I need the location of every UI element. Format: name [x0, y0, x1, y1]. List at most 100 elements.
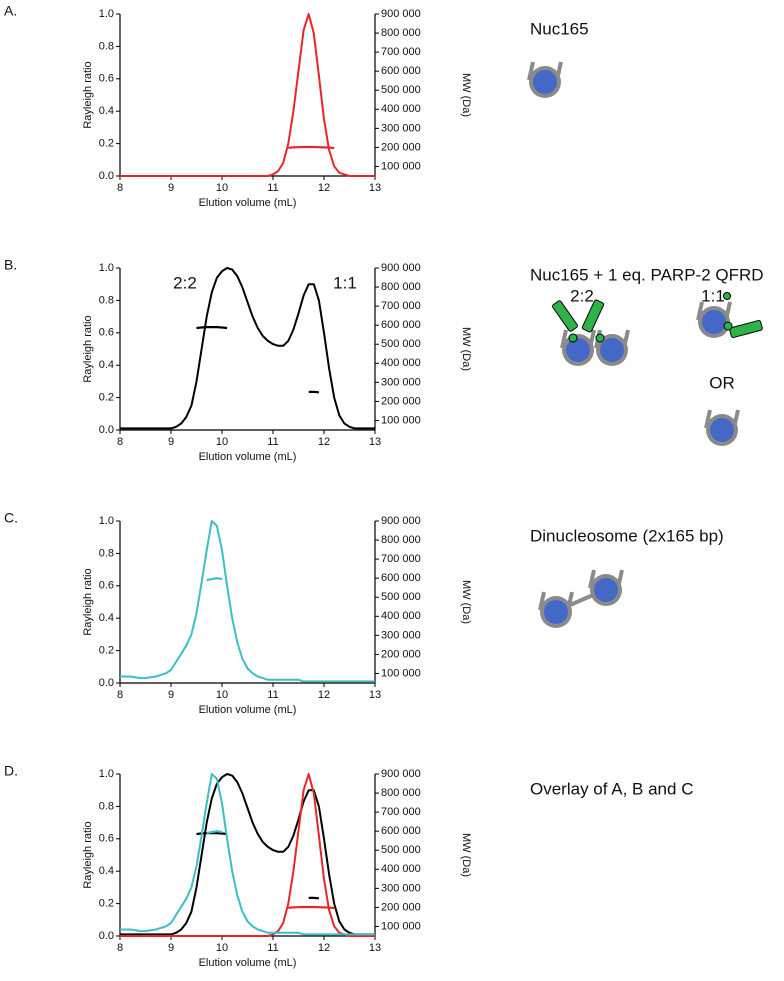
y2-tick-label: 300 000: [381, 376, 421, 388]
y2-tick-label: 200 000: [381, 141, 421, 153]
x-tick-label: 10: [216, 942, 228, 954]
dinucleosome-icon: [538, 568, 624, 630]
diagram-label: 2:2: [570, 286, 594, 305]
y-tick-label: 1.0: [99, 515, 114, 527]
rayleigh-line: [120, 267, 375, 430]
y2-tick-label: 600 000: [381, 572, 421, 584]
y-tick-label: 1.0: [99, 262, 114, 274]
y2-tick-label: 500 000: [381, 84, 421, 96]
caption: Overlay of A, B and C: [530, 779, 693, 798]
annotation: 1:1: [333, 273, 357, 292]
y-tick-label: 0.8: [99, 294, 114, 306]
y2-tick-label: 500 000: [381, 591, 421, 603]
y2-tick-label: 300 000: [381, 629, 421, 641]
annotation: 2:2: [173, 273, 197, 292]
y-tick-label: 0.6: [99, 833, 114, 845]
x-axis-label: Elution volume (mL): [199, 957, 297, 969]
y-tick-label: 0.2: [99, 898, 114, 910]
x-tick-label: 10: [216, 182, 228, 194]
diagram-2-2: [552, 299, 630, 368]
y2-axis-label: MW (Da): [460, 327, 472, 371]
y2-tick-label: 100 000: [381, 414, 421, 426]
y-tick-label: 0.8: [99, 800, 114, 812]
x-tick-label: 8: [117, 942, 123, 954]
x-tick-label: 10: [216, 689, 228, 701]
y2-tick-label: 500 000: [381, 844, 421, 856]
y-tick-label: 0.2: [99, 645, 114, 657]
y-tick-label: 0.2: [99, 392, 114, 404]
panel-label: D.: [4, 763, 18, 779]
mw-line: [206, 830, 223, 835]
rayleigh-line: [120, 520, 375, 683]
y2-tick-label: 900 000: [381, 768, 421, 780]
axis-line: [119, 521, 376, 684]
y2-tick-label: 200 000: [381, 648, 421, 660]
diagram-label: 1:1: [701, 286, 725, 305]
x-tick-label: 9: [168, 942, 174, 954]
y2-tick-label: 400 000: [381, 357, 421, 369]
y2-tick-label: 900 000: [381, 262, 421, 274]
y-tick-label: 0.6: [99, 327, 114, 339]
y-axis-label: Rayleigh ratio: [82, 315, 94, 382]
rayleigh-line: [120, 773, 375, 937]
y2-tick-label: 700 000: [381, 553, 421, 565]
x-tick-label: 9: [168, 689, 174, 701]
y-tick-label: 0.6: [99, 580, 114, 592]
y-tick-label: 0.6: [99, 73, 114, 85]
x-tick-label: 12: [318, 689, 330, 701]
rayleigh-line: [120, 773, 375, 936]
y2-tick-label: 100 000: [381, 667, 421, 679]
diagram-label: OR: [709, 373, 735, 392]
y2-tick-label: 800 000: [381, 787, 421, 799]
y2-tick-label: 600 000: [381, 825, 421, 837]
y-tick-label: 0.4: [99, 612, 114, 624]
mw-line: [206, 577, 223, 582]
y2-tick-label: 400 000: [381, 610, 421, 622]
y-axis-label: Rayleigh ratio: [82, 821, 94, 888]
x-tick-label: 13: [369, 689, 381, 701]
y2-tick-label: 600 000: [381, 65, 421, 77]
y-tick-label: 0.4: [99, 865, 114, 877]
y2-tick-label: 100 000: [381, 920, 421, 932]
caption: Nuc165: [530, 19, 589, 38]
caption: Nuc165 + 1 eq. PARP-2 QFRD: [530, 265, 764, 284]
y2-tick-label: 300 000: [381, 122, 421, 134]
mw-line: [196, 326, 228, 330]
x-tick-label: 13: [369, 942, 381, 954]
panel-label: C.: [4, 510, 18, 526]
x-tick-label: 12: [318, 436, 330, 448]
y-tick-label: 1.0: [99, 8, 114, 20]
y2-tick-label: 800 000: [381, 534, 421, 546]
x-tick-label: 13: [369, 436, 381, 448]
mw-line: [288, 145, 335, 150]
y2-tick-label: 200 000: [381, 901, 421, 913]
y2-tick-label: 400 000: [381, 103, 421, 115]
x-axis-label: Elution volume (mL): [199, 704, 297, 716]
x-axis-label: Elution volume (mL): [199, 197, 297, 209]
y2-tick-label: 900 000: [381, 515, 421, 527]
y2-tick-label: 700 000: [381, 806, 421, 818]
y-tick-label: 0.8: [99, 547, 114, 559]
y-tick-label: 0.0: [99, 677, 114, 689]
caption: Dinucleosome (2x165 bp): [530, 526, 724, 545]
y2-tick-label: 200 000: [381, 395, 421, 407]
y-axis-label: Rayleigh ratio: [82, 568, 94, 635]
y-tick-label: 1.0: [99, 768, 114, 780]
x-tick-label: 12: [318, 182, 330, 194]
y2-tick-label: 600 000: [381, 319, 421, 331]
y2-tick-label: 800 000: [381, 27, 421, 39]
x-tick-label: 12: [318, 942, 330, 954]
y-tick-label: 0.2: [99, 138, 114, 150]
x-tick-label: 8: [117, 182, 123, 194]
y2-tick-label: 100 000: [381, 160, 421, 172]
y-tick-label: 0.0: [99, 930, 114, 942]
y-tick-label: 0.4: [99, 359, 114, 371]
y2-axis-label: MW (Da): [460, 73, 472, 117]
y-tick-label: 0.0: [99, 170, 114, 182]
x-tick-label: 11: [267, 436, 278, 448]
x-tick-label: 9: [168, 182, 174, 194]
x-tick-label: 13: [369, 182, 381, 194]
y2-tick-label: 700 000: [381, 300, 421, 312]
panel-label: B.: [4, 257, 17, 273]
